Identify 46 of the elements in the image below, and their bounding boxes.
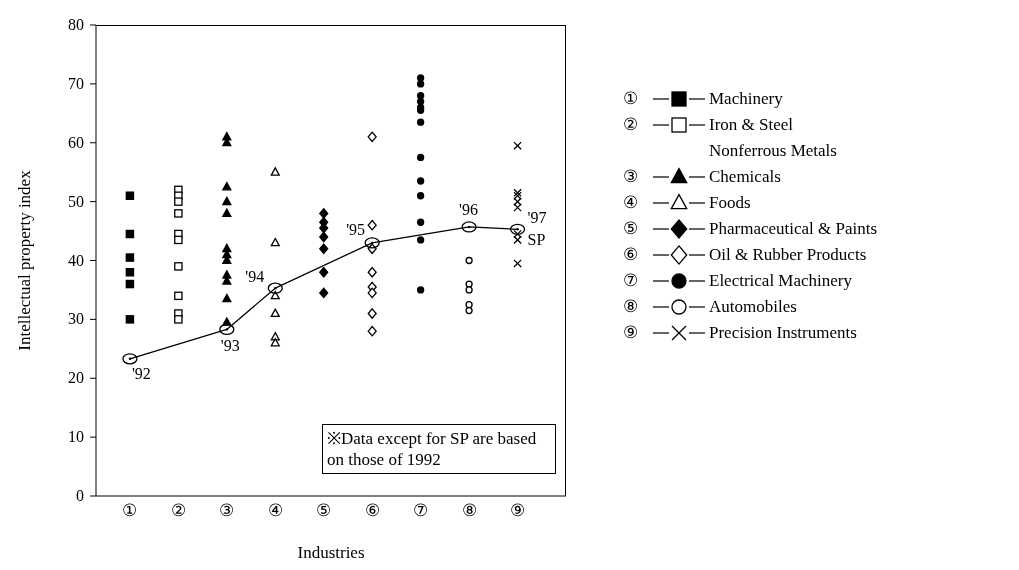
y-tick-label: 20 — [68, 369, 84, 387]
annotation: '97 — [527, 209, 547, 227]
legend-label: Machinery — [709, 88, 784, 110]
legend-label: Foods — [709, 192, 752, 214]
x-tick-label: ⑤ — [316, 501, 332, 521]
annotation: '96 — [459, 200, 478, 218]
y-tick-label: 0 — [76, 487, 84, 504]
x-axis-title: Industries — [297, 543, 365, 562]
x-tick-label: ⑧ — [461, 501, 477, 521]
x-tick-label: ① — [122, 501, 138, 521]
annotation: '94 — [245, 268, 265, 286]
y-tick-label: 30 — [68, 310, 84, 328]
legend-label: Oil & Rubber Products — [709, 244, 868, 266]
x-tick-label: ② — [170, 501, 186, 521]
legend-label: Electrical Machinery — [709, 270, 853, 292]
x-tick-label: ④ — [267, 501, 283, 521]
category-label: ③ — [623, 167, 638, 186]
legend-label: Precision Instruments — [709, 322, 858, 344]
category-label: ⑦ — [623, 271, 638, 290]
category-label: ⑥ — [623, 245, 638, 264]
category-label: ⑨ — [623, 323, 638, 342]
category-label: ② — [623, 115, 638, 134]
y-tick-label: 80 — [68, 16, 84, 33]
category-label: ① — [623, 89, 638, 108]
x-tick-label: ③ — [219, 501, 235, 521]
annotation: '95 — [346, 220, 366, 238]
y-tick-label: 60 — [68, 133, 84, 151]
annotation: SP — [527, 231, 546, 249]
y-axis-title: Intellectual property index — [15, 169, 35, 351]
x-tick-label: ⑥ — [364, 501, 380, 521]
x-tick-label: ⑨ — [510, 501, 526, 521]
category-label: ④ — [623, 193, 638, 212]
annotation: '92 — [131, 364, 151, 382]
legend-label: Automobiles — [709, 296, 798, 318]
x-tick-label: ⑦ — [413, 501, 429, 521]
category-label: ⑤ — [623, 219, 638, 238]
y-tick-label: 40 — [68, 251, 84, 269]
legend-label: Iron & Steel Nonferrous Metals — [709, 114, 838, 162]
annotation: '93 — [220, 337, 240, 355]
y-tick-label: 70 — [68, 74, 84, 92]
y-tick-label: 10 — [68, 428, 84, 446]
annotation: ※Data except for SP are based on those of 1992 — [322, 424, 556, 474]
legend-label: Chemicals — [709, 166, 782, 188]
legend-label: Pharmaceutical & Paints — [709, 218, 879, 240]
y-tick-label: 50 — [68, 192, 84, 210]
category-label: ⑧ — [623, 297, 638, 316]
